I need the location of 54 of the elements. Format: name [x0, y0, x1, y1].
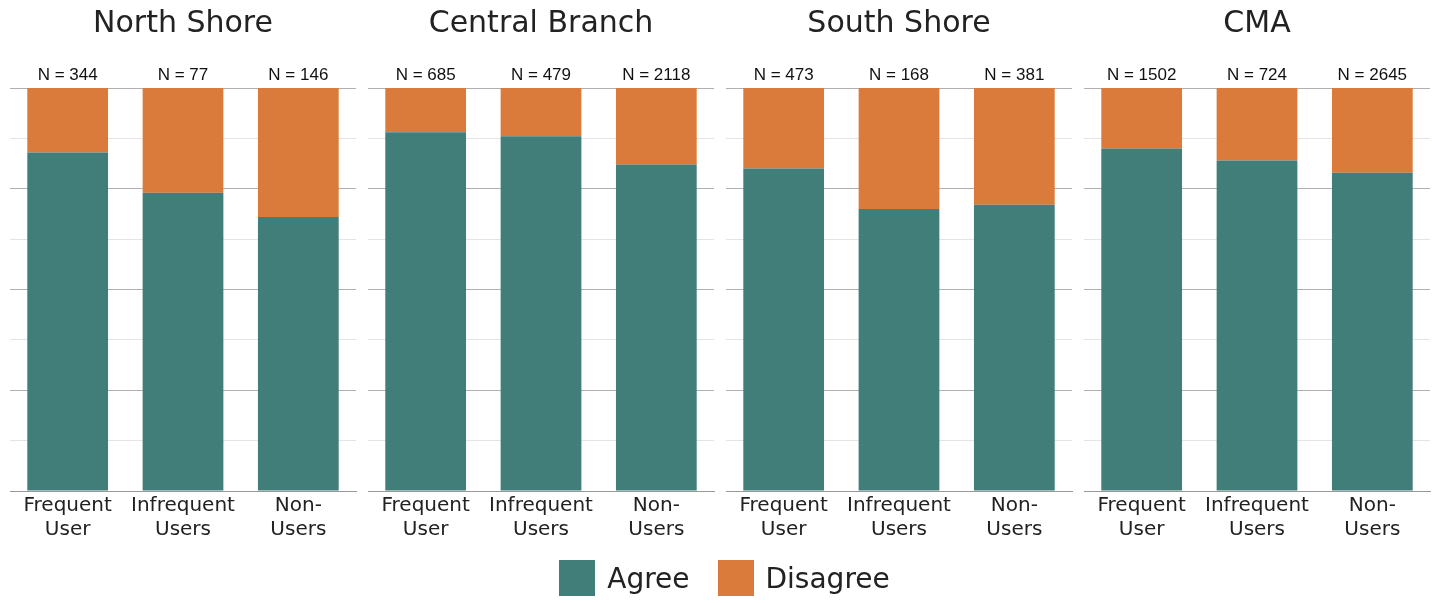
bar — [1101, 88, 1183, 149]
x-tick-label: Infrequent Users — [847, 492, 952, 541]
text: N = 77 — [157, 65, 209, 85]
bar — [27, 88, 109, 153]
text: N = 479 — [510, 65, 572, 85]
text: N = 724 — [1226, 65, 1288, 85]
chart-title: North Shore — [93, 3, 273, 39]
chart-title: Central Branch — [428, 3, 654, 39]
chart-title: CMA — [1223, 3, 1292, 39]
bar — [615, 164, 697, 491]
bar — [257, 216, 339, 491]
x-tick-label: Infrequent Users — [1205, 492, 1310, 541]
x-tick-label: Non-Users — [270, 492, 327, 541]
bar — [142, 88, 224, 193]
bar — [27, 152, 109, 491]
text: N = 2645 — [1337, 65, 1408, 85]
text: N = 344 — [37, 65, 98, 85]
x-tick-label: Frequent User — [381, 492, 470, 541]
text: N = 381 — [984, 65, 1045, 85]
text: N = 685 — [395, 65, 456, 85]
chart-title: South Shore — [807, 3, 991, 39]
bar — [142, 192, 224, 491]
bar — [1216, 160, 1298, 491]
legend-label: Agree — [607, 561, 690, 595]
x-tick-label: Frequent User — [1097, 492, 1186, 541]
x-tick-label: Frequent User — [739, 492, 828, 541]
bar — [743, 88, 825, 169]
bar — [385, 88, 467, 133]
bar — [615, 88, 697, 165]
bar — [858, 88, 940, 209]
legend-label: Disagree — [765, 561, 890, 595]
bar — [385, 132, 467, 491]
text: N = 146 — [268, 65, 329, 85]
bar — [973, 204, 1055, 491]
text: N = 473 — [753, 65, 814, 85]
bar — [500, 136, 582, 491]
bar — [257, 88, 339, 217]
text: N = 1502 — [1106, 65, 1177, 85]
text: N = 2118 — [622, 65, 691, 85]
bar — [1101, 148, 1183, 491]
x-tick-label: Non-Users — [628, 492, 685, 541]
x-tick-label: Frequent User — [23, 492, 112, 541]
bar — [858, 208, 940, 491]
bar — [1216, 88, 1298, 161]
x-tick-label: Infrequent Users — [489, 492, 594, 541]
bar — [1331, 172, 1413, 491]
bar — [743, 168, 825, 491]
bar — [1331, 88, 1413, 173]
x-tick-label: Non-Users — [986, 492, 1043, 541]
text: N = 168 — [868, 65, 930, 85]
x-tick-label: Infrequent Users — [131, 492, 236, 541]
x-tick-label: Non-Users — [1344, 492, 1401, 541]
bar — [973, 88, 1055, 205]
bar — [500, 88, 582, 137]
